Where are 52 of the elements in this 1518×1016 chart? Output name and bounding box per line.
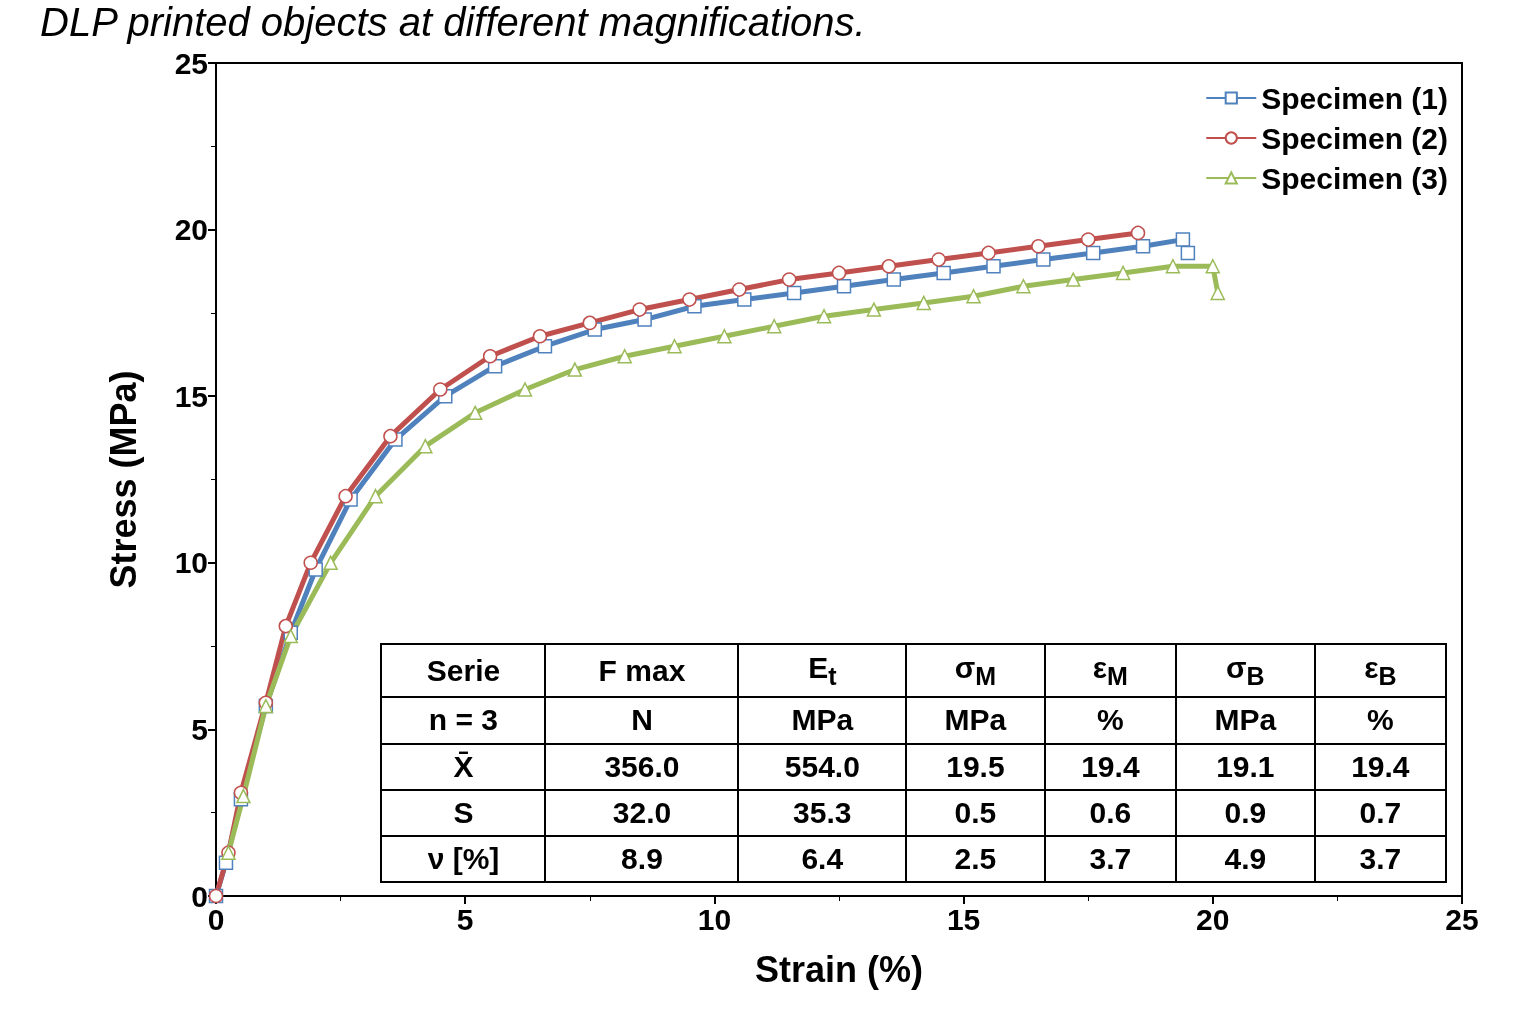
legend-label: Specimen (3): [1261, 161, 1449, 195]
annotation: ν [%]: [381, 835, 546, 882]
annotation: 0.6: [1044, 789, 1177, 836]
annotation: %: [1314, 697, 1447, 744]
annotation: 0.9: [1176, 789, 1315, 836]
x-tick-label: 25: [1445, 902, 1479, 936]
annotation: 19.1: [1176, 743, 1315, 790]
annotation: 554.0: [738, 743, 907, 790]
annotation: MPa: [1176, 697, 1315, 744]
annotation: σ$_{B}$: [1176, 643, 1315, 698]
annotation: 0.5: [906, 789, 1045, 836]
y-tick-label: 20: [174, 213, 208, 247]
legend-label: Specimen (1): [1261, 81, 1449, 115]
annotation: 35.3: [738, 789, 907, 836]
annotation: %: [1044, 697, 1177, 744]
annotation: ε$_{B}$: [1314, 643, 1447, 698]
annotation: 0.7: [1314, 789, 1447, 836]
annotation: σ$_{M}$: [906, 643, 1045, 698]
annotation: 19.4: [1314, 743, 1447, 790]
x-tick-label: 5: [456, 902, 474, 936]
annotation: E$_{t}$: [738, 643, 907, 698]
annotation: 6.4: [738, 835, 907, 882]
annotation: Serie: [381, 643, 546, 698]
annotation: N: [545, 697, 739, 744]
annotation: MPa: [906, 697, 1045, 744]
annotation: n = 3: [381, 697, 546, 744]
y-tick-label: 10: [174, 546, 208, 580]
annotation: MPa: [738, 697, 907, 744]
annotation: F max: [545, 643, 739, 698]
annotation: 356.0: [545, 743, 739, 790]
annotation: ε$_{M}$: [1044, 643, 1177, 698]
x-tick-label: 15: [946, 902, 981, 936]
annotation: 3.7: [1044, 835, 1177, 882]
x-tick-label: 20: [1196, 902, 1230, 936]
annotation: S: [381, 789, 546, 836]
x-axis-title: Strain (%): [754, 948, 924, 990]
annotation: 3.7: [1314, 835, 1447, 882]
y-axis-title: Stress (MPa): [102, 370, 144, 589]
x-tick-label: 10: [697, 902, 732, 936]
y-tick-label: 25: [174, 46, 208, 80]
legend-label: Specimen (2): [1261, 121, 1449, 155]
y-tick-label: 0: [191, 879, 208, 913]
annotation: 2.5: [906, 835, 1045, 882]
y-tick-label: 5: [191, 712, 208, 746]
annotation: 4.9: [1176, 835, 1315, 882]
annotation: X̄: [381, 743, 546, 790]
chart-title: DLP printed objects at different magnifications.: [40, 0, 866, 45]
annotation: 19.4: [1044, 743, 1177, 790]
annotation: 8.9: [545, 835, 739, 882]
annotation: 32.0: [545, 789, 739, 836]
y-tick-label: 15: [174, 379, 208, 413]
annotation: 19.5: [906, 743, 1045, 790]
